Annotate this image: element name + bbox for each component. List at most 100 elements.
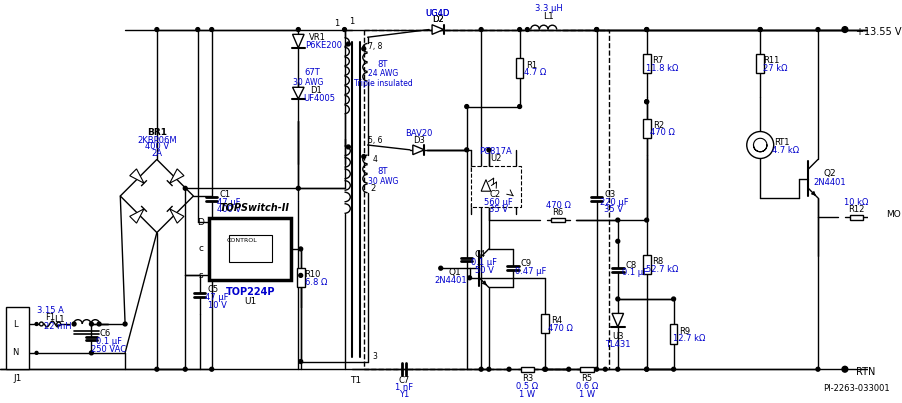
Text: 0.6 Ω: 0.6 Ω [575, 382, 598, 391]
Text: 52.7 kΩ: 52.7 kΩ [646, 265, 678, 274]
Circle shape [816, 28, 820, 31]
Circle shape [438, 266, 443, 270]
Text: F1: F1 [45, 313, 55, 322]
Text: 0.1 μF: 0.1 μF [96, 337, 122, 346]
Circle shape [35, 351, 38, 354]
Text: TL431: TL431 [605, 340, 630, 349]
Circle shape [183, 187, 188, 190]
Circle shape [672, 297, 676, 301]
Text: R4: R4 [550, 316, 562, 325]
Bar [541, 314, 548, 333]
Circle shape [645, 100, 649, 104]
Text: 6.8 Ω: 6.8 Ω [305, 278, 327, 287]
Circle shape [97, 322, 101, 326]
Text: R7: R7 [652, 56, 664, 65]
Text: Q1: Q1 [449, 268, 462, 278]
Text: R5: R5 [582, 374, 593, 383]
Polygon shape [292, 34, 304, 48]
Circle shape [842, 27, 848, 32]
Text: T1: T1 [351, 376, 362, 385]
Text: CONTROL: CONTROL [227, 238, 258, 243]
Bar [643, 54, 650, 73]
Text: 400 V: 400 V [217, 206, 241, 214]
Circle shape [465, 105, 469, 108]
Circle shape [566, 367, 571, 371]
Text: TOPSwitch-II: TOPSwitch-II [220, 203, 290, 213]
Text: VR1: VR1 [309, 33, 326, 42]
Text: R3: R3 [521, 374, 533, 383]
Bar [209, 218, 291, 280]
Text: 8T: 8T [378, 168, 388, 177]
Text: 2KBP06M: 2KBP06M [137, 136, 177, 145]
Circle shape [299, 274, 303, 277]
Text: C9: C9 [520, 259, 532, 268]
Circle shape [155, 367, 159, 371]
Circle shape [616, 297, 620, 301]
Text: +13.55 V: +13.55 V [856, 27, 902, 37]
Text: 2N4401: 2N4401 [434, 276, 466, 285]
Text: R10: R10 [304, 270, 320, 279]
Text: 8T: 8T [378, 60, 388, 69]
Text: 50 V: 50 V [474, 266, 493, 274]
Bar [520, 367, 534, 372]
Circle shape [465, 148, 469, 152]
Text: R2: R2 [653, 121, 664, 130]
Circle shape [882, 214, 888, 220]
Text: U3: U3 [612, 332, 623, 341]
Circle shape [72, 322, 76, 326]
Text: RT1: RT1 [774, 138, 789, 147]
Text: D2: D2 [432, 15, 444, 25]
Bar [850, 215, 863, 220]
Circle shape [842, 366, 848, 372]
Polygon shape [170, 169, 184, 183]
Circle shape [543, 367, 547, 371]
Polygon shape [170, 209, 184, 223]
Text: BR1: BR1 [147, 128, 167, 137]
Text: 470 Ω: 470 Ω [649, 129, 675, 137]
Circle shape [816, 367, 820, 371]
Text: 0.1 μF: 0.1 μF [622, 268, 649, 278]
Circle shape [196, 28, 199, 31]
Circle shape [210, 367, 214, 371]
Text: 5, 6: 5, 6 [368, 136, 382, 145]
Text: 1 nF: 1 nF [395, 383, 413, 392]
Circle shape [297, 187, 300, 190]
Text: 3.3 μH: 3.3 μH [535, 4, 562, 13]
Text: C3: C3 [604, 190, 616, 199]
Text: 1: 1 [350, 17, 354, 26]
Text: 12.7 kΩ: 12.7 kΩ [673, 334, 705, 343]
Circle shape [507, 367, 511, 371]
Text: R12: R12 [848, 205, 865, 214]
Bar [670, 324, 677, 344]
Bar [471, 166, 520, 207]
Text: 4.7 Ω: 4.7 Ω [524, 69, 547, 77]
Text: 400 V: 400 V [145, 142, 169, 152]
Text: 22 mH: 22 mH [44, 322, 71, 331]
Polygon shape [481, 180, 491, 191]
Polygon shape [120, 160, 193, 233]
Circle shape [487, 367, 491, 371]
Bar [580, 367, 594, 372]
Text: c: c [198, 245, 204, 253]
Circle shape [155, 28, 159, 31]
Text: RTN: RTN [856, 367, 876, 377]
Text: TOP224P: TOP224P [226, 287, 275, 297]
Circle shape [594, 28, 599, 31]
Circle shape [518, 105, 521, 108]
Circle shape [645, 367, 649, 371]
Text: C2: C2 [489, 190, 501, 199]
Text: D3: D3 [412, 136, 425, 145]
Circle shape [183, 367, 188, 371]
Text: 47 μF: 47 μF [217, 198, 241, 207]
Text: D2: D2 [432, 15, 444, 25]
Text: R11: R11 [764, 56, 780, 65]
Text: Q2: Q2 [824, 169, 836, 179]
Circle shape [487, 148, 491, 152]
Text: C6: C6 [99, 329, 111, 338]
Circle shape [35, 322, 38, 326]
Text: J1: J1 [14, 374, 22, 383]
Text: PC817A: PC817A [479, 147, 512, 156]
Circle shape [645, 100, 649, 104]
Circle shape [759, 28, 762, 31]
Bar [364, 29, 609, 369]
